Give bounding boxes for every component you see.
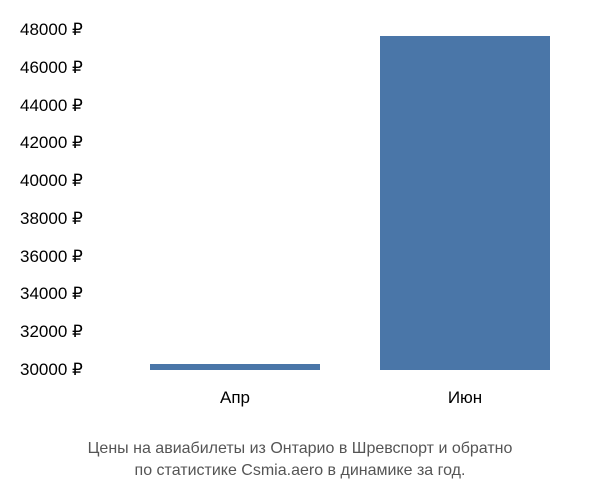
y-tick-label: 44000 ₽ <box>20 96 110 116</box>
y-tick-label: 38000 ₽ <box>20 209 110 229</box>
plot-area <box>120 20 580 380</box>
bar-chart: 30000 ₽ 32000 ₽ 34000 ₽ 36000 ₽ 38000 ₽ 40000… <box>20 20 580 420</box>
y-tick-label: 32000 ₽ <box>20 322 110 342</box>
y-axis: 30000 ₽ 32000 ₽ 34000 ₽ 36000 ₽ 38000 ₽ 40000… <box>20 20 110 380</box>
y-tick-label: 42000 ₽ <box>20 133 110 153</box>
caption-line-1: Цены на авиабилеты из Онтарио в Шревспор… <box>88 440 513 457</box>
x-tick-label: Июн <box>448 388 482 408</box>
y-tick-label: 30000 ₽ <box>20 360 110 380</box>
y-tick-label: 48000 ₽ <box>20 20 110 40</box>
bar <box>380 36 550 370</box>
y-tick-label: 36000 ₽ <box>20 247 110 267</box>
bar <box>150 364 320 370</box>
y-tick-label: 34000 ₽ <box>20 284 110 304</box>
y-tick-label: 46000 ₽ <box>20 58 110 78</box>
caption-line-2: по статистике Csmia.aero в динамике за г… <box>135 462 466 479</box>
y-tick-label: 40000 ₽ <box>20 171 110 191</box>
x-tick-label: Апр <box>220 388 250 408</box>
chart-caption: Цены на авиабилеты из Онтарио в Шревспор… <box>0 438 600 481</box>
